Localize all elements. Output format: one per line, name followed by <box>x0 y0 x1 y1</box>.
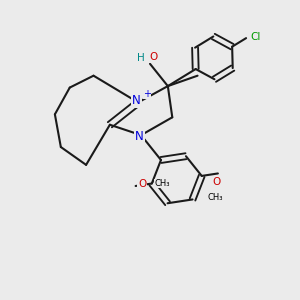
Text: O: O <box>138 178 146 189</box>
Text: +: + <box>143 89 151 99</box>
Text: CH₃: CH₃ <box>207 193 223 202</box>
Text: N: N <box>135 130 144 143</box>
Text: Cl: Cl <box>250 32 261 42</box>
Text: H: H <box>137 53 145 64</box>
Text: CH₃: CH₃ <box>154 179 170 188</box>
Text: O: O <box>149 52 158 62</box>
Text: N: N <box>132 94 141 107</box>
Text: O: O <box>212 177 220 187</box>
